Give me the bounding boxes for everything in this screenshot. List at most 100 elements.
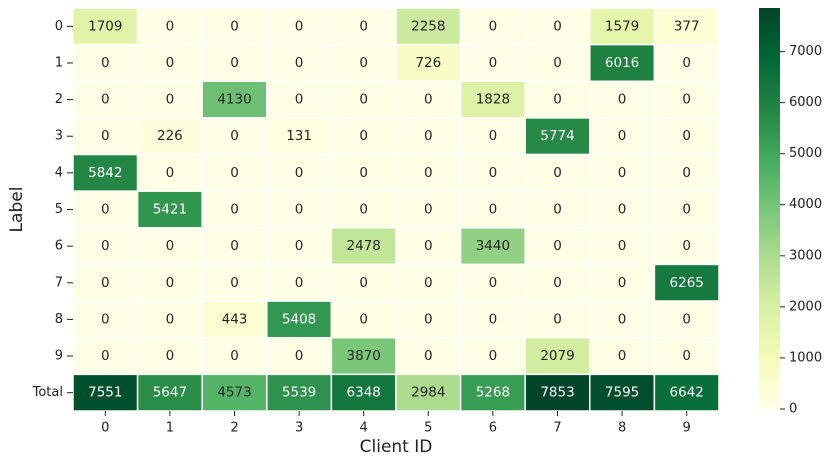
cell-value-label: 0 [489,128,498,144]
cell-value-label: 0 [295,275,304,291]
cell-value-label: 6265 [670,275,704,291]
colorbar-ticks: 0 1000 2000 3000 4000 5000 6000 7000 [780,44,822,417]
cell-value-label: 0 [618,202,627,218]
y-tick-labels: 0 1 2 3 4 5 6 7 8 9 Total [32,19,73,400]
cell-value-label: 1709 [88,18,122,34]
heatmap-cell [589,80,656,119]
colorbar-tick-label: 4000 [789,197,822,212]
x-tick-label: 3 [295,421,303,436]
cell-value-label: 1579 [605,18,639,34]
heatmap-cell [330,190,397,229]
heatmap-cell [524,336,591,376]
heatmap-cell [136,300,203,339]
heatmap-cell [201,373,268,412]
cell-value-label: 0 [359,18,368,34]
y-tick-label: 7 [55,275,63,290]
cell-value-label: 0 [295,18,304,34]
cell-value-label: 7551 [88,385,122,401]
y-axis-label: Label [7,187,27,233]
cell-value-label: 0 [101,311,110,327]
cell-value-label: 0 [359,92,368,108]
cell-value-label: 0 [618,348,627,364]
x-tick-labels: 0 1 2 3 4 5 6 7 8 9 [101,411,691,436]
cell-value-label: 0 [230,275,239,291]
heatmap-cell [266,263,333,302]
cell-value-label: 3440 [476,238,510,254]
cell-value-label: 0 [166,348,175,364]
cell-value-label: 4130 [217,92,251,108]
heatmap-cell [653,80,720,119]
heatmap-cell [266,190,333,229]
heatmap-cell [459,117,526,156]
cell-value-label: 377 [674,18,700,34]
cell-value-label: 0 [618,92,627,108]
cell-value-label: 0 [101,275,110,291]
cell-value-label: 0 [682,348,691,364]
x-tick-label: 1 [166,421,174,436]
colorbar-tick-label: 7000 [789,44,822,59]
heatmap-cell [589,263,656,302]
cell-value-label: 6016 [605,55,639,71]
cell-value-label: 0 [101,92,110,108]
heatmap-cell [72,117,139,156]
cell-value-label: 0 [682,311,691,327]
heatmap-cell [266,227,333,266]
heatmap-cell [136,153,203,192]
cell-value-label: 0 [553,202,562,218]
colorbar-tick-label: 3000 [789,248,822,263]
heatmap-cell [136,7,203,46]
cell-value-label: 0 [295,348,304,364]
heatmap-cell [589,43,656,83]
cell-value-label: 0 [166,55,175,71]
cell-value-label: 0 [230,348,239,364]
heatmap-cell [266,373,333,412]
heatmap-cell [459,300,526,339]
heatmap-cell [395,227,462,266]
heatmap-cell [589,336,656,376]
cell-value-label: 443 [222,311,248,327]
heatmap-cell [395,190,462,229]
heatmap-cell [136,43,203,83]
heatmap-cell [459,336,526,376]
heatmap-cell [524,300,591,339]
colorbar [759,8,780,409]
x-axis-label: Client ID [360,437,433,457]
cell-value-label: 0 [489,55,498,71]
cell-value-label: 0 [166,275,175,291]
heatmap-cell [524,227,591,266]
cell-value-label: 0 [618,311,627,327]
cell-value-label: 0 [618,238,627,254]
heatmap-cell [459,43,526,83]
cell-value-label: 0 [295,92,304,108]
cell-value-label: 226 [157,128,183,144]
cell-value-label: 0 [230,202,239,218]
cell-value-label: 0 [101,55,110,71]
heatmap-cell [72,227,139,266]
cell-value-label: 0 [424,275,433,291]
heatmap-cell [653,336,720,376]
heatmap-cell [330,153,397,192]
cell-value-label: 0 [166,311,175,327]
cell-value-label: 0 [489,165,498,181]
cell-value-label: 0 [682,92,691,108]
cell-value-label: 2984 [411,385,445,401]
cell-value-label: 1828 [476,92,510,108]
cell-value-label: 5408 [282,311,316,327]
cell-value-label: 0 [295,238,304,254]
cell-value-label: 0 [489,311,498,327]
y-tick-label: Total [32,385,63,400]
cell-value-label: 4573 [217,385,251,401]
cell-value-label: 0 [553,18,562,34]
heatmap-cell [459,153,526,192]
heatmap-cell [330,300,397,339]
cell-value-label: 0 [424,165,433,181]
y-tick-label: 8 [55,312,63,327]
cell-value-label: 0 [553,238,562,254]
cell-value-label: 0 [295,55,304,71]
cell-value-label: 6348 [347,385,381,401]
heatmap-cell [524,153,591,192]
cell-value-label: 0 [618,128,627,144]
cell-value-label: 0 [359,275,368,291]
cell-value-label: 0 [553,275,562,291]
